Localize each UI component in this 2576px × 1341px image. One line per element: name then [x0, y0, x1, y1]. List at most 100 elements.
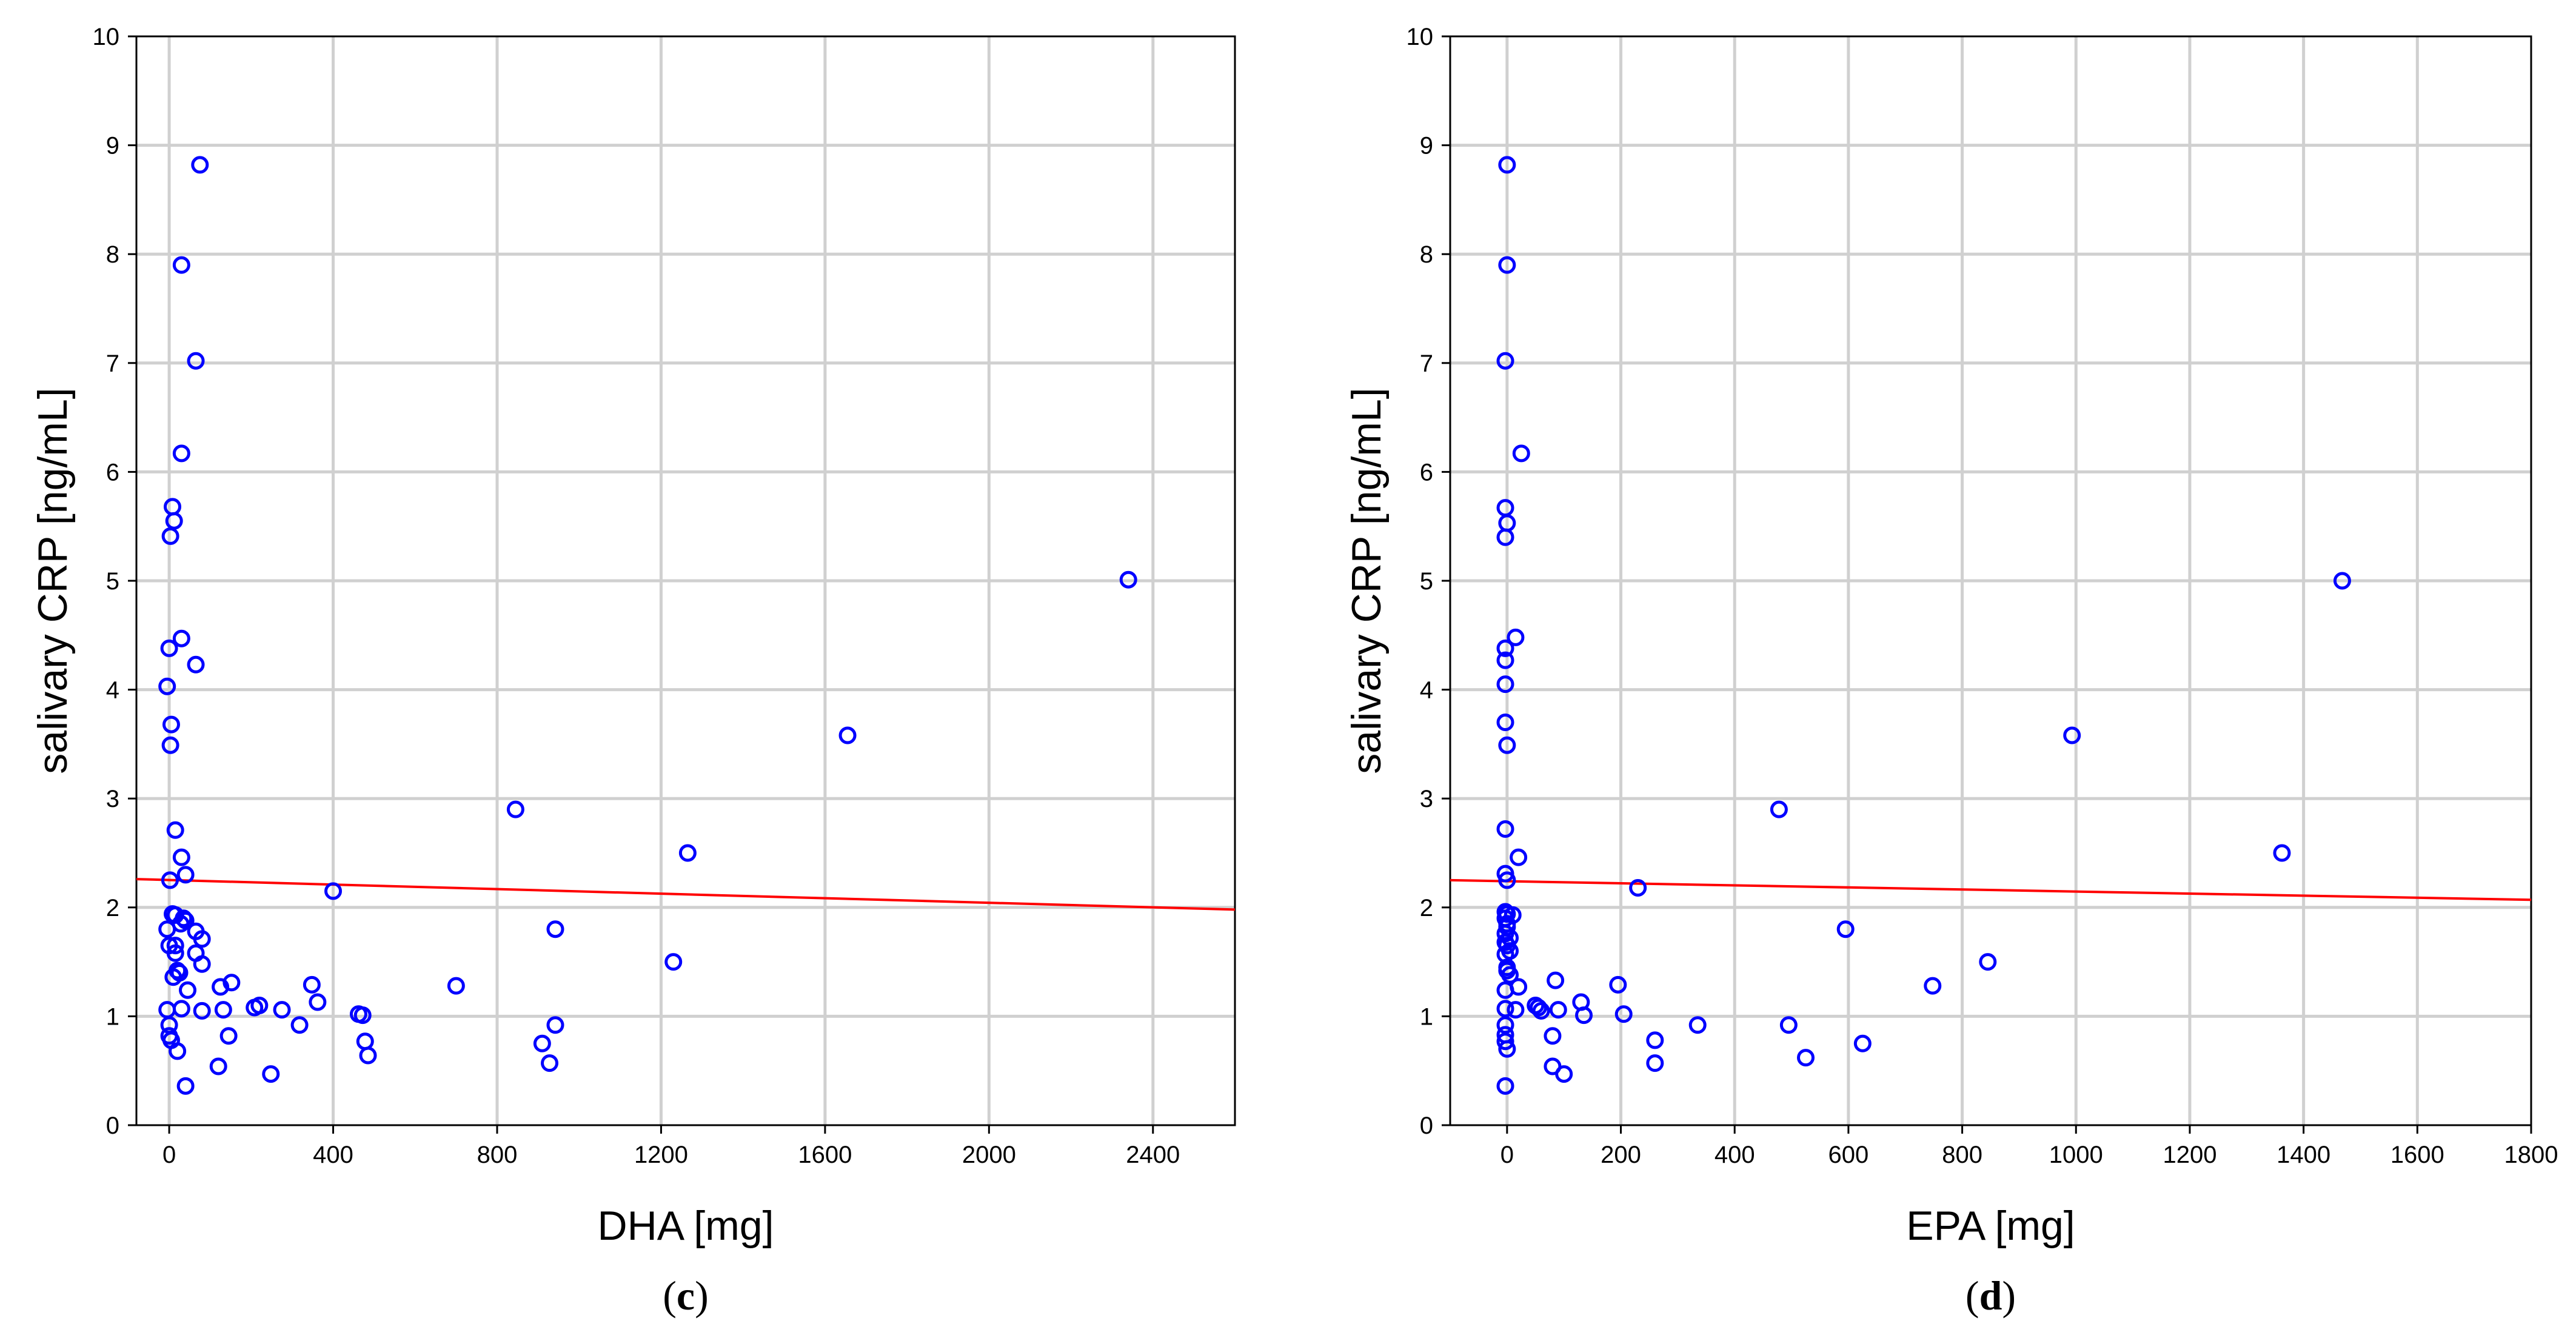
x-tick-label: 600: [1828, 1142, 1869, 1168]
data-point: [176, 1077, 195, 1095]
data-point: [158, 677, 176, 695]
data-point: [160, 639, 178, 657]
y-tick-label: 10: [1407, 24, 1434, 50]
data-point: [1496, 1000, 1514, 1018]
x-tick-label: 0: [162, 1142, 176, 1168]
data-point: [1496, 713, 1514, 731]
data-point: [1496, 499, 1514, 517]
x-tick-label: 1600: [2390, 1142, 2444, 1168]
data-point: [1512, 444, 1530, 463]
x-tick-label: 1800: [2504, 1142, 2558, 1168]
data-point: [1770, 800, 1788, 818]
x-axis-label: DHA [mg]: [598, 1203, 774, 1249]
data-point: [1496, 651, 1514, 669]
data-point: [1496, 1032, 1514, 1051]
data-point: [533, 1034, 551, 1052]
data-point: [1532, 1002, 1550, 1020]
data-point: [166, 821, 184, 839]
data-point: [1979, 953, 1997, 971]
data-point: [1853, 1034, 1872, 1052]
y-tick-label: 1: [1420, 1003, 1433, 1030]
data-point: [546, 920, 564, 938]
data-point: [163, 498, 181, 516]
data-point: [1646, 1031, 1664, 1049]
data-point: [1498, 256, 1516, 274]
regression-line: [1450, 878, 2532, 901]
y-tick-label: 6: [1420, 459, 1433, 486]
data-point: [1836, 920, 1855, 938]
data-point: [546, 1016, 564, 1034]
data-point: [1510, 848, 1528, 866]
x-tick-label: 800: [1942, 1142, 1982, 1168]
data-point: [273, 1001, 291, 1019]
data-point: [1496, 1016, 1514, 1034]
data-point: [262, 1065, 280, 1083]
x-tick-label: 400: [313, 1142, 353, 1168]
data-point: [324, 882, 343, 900]
y-tick-label: 2: [1420, 895, 1433, 921]
x-tick-label: 400: [1715, 1142, 1755, 1168]
y-tick-label: 5: [1420, 568, 1433, 595]
data-point: [1614, 1005, 1633, 1023]
data-point: [219, 1027, 238, 1045]
y-tick-label: 3: [106, 786, 119, 812]
x-tick-label: 1600: [798, 1142, 852, 1168]
data-point: [1688, 1016, 1707, 1034]
y-tick-label: 9: [1420, 133, 1433, 159]
data-point: [1529, 998, 1547, 1017]
y-axis-label: salivary CRP [ng/mL]: [30, 387, 76, 774]
data-point: [166, 944, 184, 962]
data-point: [161, 736, 179, 754]
data-point: [158, 920, 176, 938]
data-point: [172, 848, 190, 866]
data-point: [212, 978, 230, 996]
data-point: [193, 930, 211, 948]
data-point: [1549, 1001, 1567, 1019]
x-tick-label: 200: [1601, 1142, 1641, 1168]
data-point: [1496, 820, 1514, 838]
y-tick-label: 4: [106, 677, 119, 704]
data-point: [1797, 1049, 1815, 1067]
data-point: [161, 527, 179, 545]
data-point: [356, 1032, 374, 1051]
data-point: [191, 156, 209, 174]
x-tick-label: 1200: [2163, 1142, 2216, 1168]
data-point: [838, 726, 857, 744]
data-point: [172, 256, 190, 274]
data-point: [2273, 844, 2291, 862]
data-point: [193, 955, 211, 973]
y-tick-label: 4: [1420, 677, 1433, 704]
data-point: [290, 1016, 309, 1034]
data-point: [161, 871, 179, 889]
data-point: [1496, 352, 1514, 370]
data-point: [1609, 975, 1627, 994]
y-tick-label: 8: [106, 241, 119, 268]
regression-line: [136, 878, 1236, 911]
data-point: [1498, 1040, 1516, 1058]
data-point: [214, 1001, 232, 1019]
data-point: [1507, 628, 1525, 646]
data-point: [303, 975, 321, 994]
data-point: [1496, 675, 1514, 694]
data-point: [1629, 878, 1647, 897]
data-point: [664, 953, 683, 971]
data-point: [1575, 1006, 1593, 1025]
data-point: [1496, 639, 1514, 657]
data-point: [164, 968, 182, 986]
data-point: [162, 715, 180, 734]
data-point: [1547, 971, 1565, 989]
data-point: [1496, 528, 1514, 546]
x-tick-label: 1400: [2277, 1142, 2330, 1168]
data-point: [678, 844, 697, 862]
y-tick-label: 0: [106, 1112, 119, 1139]
data-point: [359, 1046, 377, 1065]
x-axis-label: EPA [mg]: [1906, 1203, 2075, 1249]
y-tick-label: 0: [1420, 1112, 1433, 1139]
y-tick-label: 8: [1420, 241, 1433, 268]
data-point: [309, 993, 327, 1011]
data-point: [187, 352, 205, 370]
data-point: [1924, 977, 1942, 995]
data-point: [1555, 1065, 1573, 1083]
data-point: [246, 998, 264, 1017]
